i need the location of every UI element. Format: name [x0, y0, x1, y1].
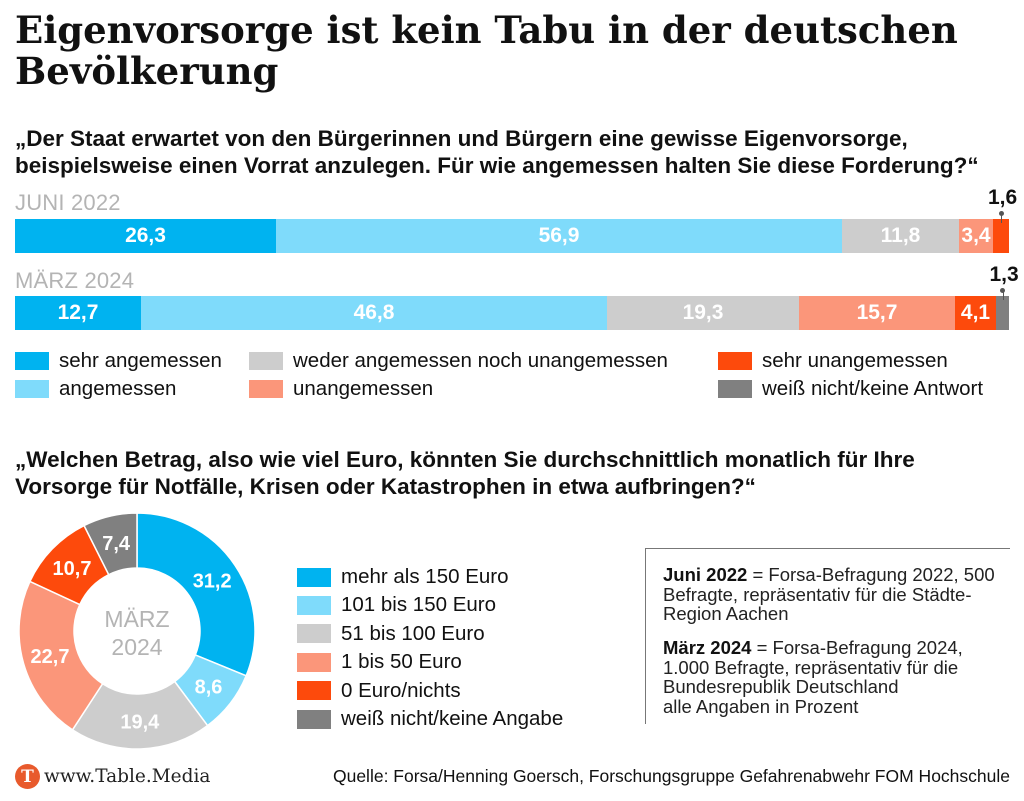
donut-value-label: 10,7 [53, 558, 92, 580]
logo-badge-icon: T [15, 764, 40, 789]
donut-slice [136, 512, 256, 677]
bar-value-label: 15,7 [856, 301, 898, 324]
bar-segment: 15,7 [799, 296, 955, 330]
bar-value-label: 26,3 [125, 224, 166, 247]
donut-value-label: 31,2 [193, 571, 232, 593]
period-label-2024: MÄRZ 2024 [15, 268, 135, 293]
legend-swatch [297, 709, 331, 729]
legend-label: weiß nicht/keine Antwort [762, 377, 984, 400]
legend-label: unangemessen [293, 377, 434, 400]
legend-label: sehr angemessen [59, 349, 222, 372]
bar-segment: 46,8 [141, 296, 607, 330]
bar-value-label-outside: 1,3 [989, 263, 1019, 286]
legend-item: sehr angemessen [15, 349, 222, 373]
donut-legend-item: mehr als 150 Euro [297, 565, 509, 589]
bar-segment: 12,7 [15, 296, 141, 330]
legend-swatch [297, 567, 331, 587]
bar-segment: 3,4 [959, 219, 993, 253]
bar-value-label: 11,8 [880, 224, 921, 247]
bar-segment: 19,3 [607, 296, 799, 330]
note-2024-key: März 2024 [663, 637, 752, 658]
legend-label: sehr unangemessen [762, 349, 948, 372]
note-unit: alle Angaben in Prozent [663, 695, 859, 717]
legend-label: mehr als 150 Euro [341, 565, 509, 588]
donut-legend-item: 101 bis 150 Euro [297, 593, 496, 617]
note-2024: März 2024 = Forsa-Befragung 2024, 1.000 … [663, 638, 1013, 716]
bar-segment [996, 296, 1009, 330]
donut-center-label: MÄRZ [104, 606, 169, 632]
donut-slice [18, 580, 104, 731]
legend-swatch [249, 352, 283, 370]
note-2024-text: = Forsa-Befragung 2024, 1.000 Befragte, … [663, 637, 963, 697]
donut-legend-item: weiß nicht/keine Angabe [297, 707, 563, 731]
donut-value-label: 7,4 [102, 533, 131, 555]
leader-line [1002, 290, 1004, 300]
bar-value-label: 19,3 [682, 301, 724, 324]
legend-label: 0 Euro/nichts [341, 678, 461, 702]
leader-line [1001, 213, 1002, 223]
question-2: „Welchen Betrag, also wie viel Euro, kön… [15, 447, 915, 499]
donut-legend-item: 51 bis 100 Euro [297, 622, 485, 646]
donut-value-label: 19,4 [120, 711, 160, 733]
donut-chart: 31,2 8,6 19,4 22,7 10,7 7,4 MÄRZ 2024 [14, 508, 260, 754]
legend-swatch [249, 380, 283, 398]
bar-value-label: 12,7 [57, 301, 99, 324]
bar-segment: 4,1 [955, 296, 996, 330]
legend-swatch [297, 595, 331, 615]
legend-label: weiß nicht/keine Angabe [341, 707, 564, 730]
stacked-bar-2024: 12,7 46,8 19,3 15,7 4,1 [15, 296, 1009, 330]
legend-label: angemessen [59, 377, 177, 400]
bar-value-label: 56,9 [538, 224, 580, 247]
legend-swatch [297, 652, 331, 672]
note-2022-key: Juni 2022 [663, 564, 748, 585]
legend-swatch [718, 380, 752, 398]
donut-legend-item: 1 bis 50 Euro [297, 650, 462, 674]
bar-value-label: 4,1 [960, 301, 991, 324]
bar-segment: 56,9 [276, 219, 842, 253]
legend-swatch [15, 380, 49, 398]
source-note: Quelle: Forsa/Henning Goersch, Forschung… [332, 766, 1010, 786]
page-title: Eigenvorsorge ist kein Tabu in der deuts… [15, 8, 958, 93]
donut-value-label: 8,6 [195, 676, 223, 698]
legend-label: 51 bis 100 Euro [341, 621, 485, 645]
legend-swatch [297, 681, 331, 701]
bar-value-label-outside: 1,6 [988, 186, 1018, 209]
legend-swatch [718, 352, 752, 370]
legend-item: weder angemessen noch unangemessen [249, 349, 668, 373]
bar-value-label: 46,8 [353, 301, 395, 324]
note-2022-text: = Forsa-Befragung 2022, 500 Befragte, re… [663, 564, 995, 624]
bar-segment: 26,3 [15, 219, 276, 253]
donut-slice [83, 512, 138, 576]
legend-item: unangemessen [249, 377, 433, 401]
legend-item: weiß nicht/keine Antwort [718, 377, 983, 401]
question-1: „Der Staat erwartet von den Bürgerinnen … [15, 126, 979, 178]
stacked-bar-2022: 26,3 56,9 11,8 3,4 [15, 219, 1009, 253]
legend-swatch [15, 352, 49, 370]
legend-item: sehr unangemessen [718, 349, 948, 373]
note-2022: Juni 2022 = Forsa-Befragung 2022, 500 Be… [663, 565, 1013, 624]
donut-center-label: 2024 [111, 634, 162, 660]
bar-value-label: 3,4 [961, 224, 991, 247]
legend-label: 101 bis 150 Euro [341, 593, 497, 617]
legend-swatch [297, 624, 331, 644]
logo-text: www.Table.Media [44, 766, 211, 787]
donut-value-label: 22,7 [31, 646, 70, 668]
table-media-logo[interactable]: T www.Table.Media [15, 764, 210, 789]
period-label-2022: JUNI 2022 [15, 190, 121, 215]
notes-box: Juni 2022 = Forsa-Befragung 2022, 500 Be… [645, 548, 1015, 724]
legend-label: 1 bis 50 Euro [341, 650, 462, 674]
legend-label: weder angemessen noch unangemessen [293, 349, 668, 372]
bar-segment [993, 219, 1009, 253]
bar-legend: sehr angemessen angemessen weder angemesse… [15, 349, 1015, 409]
donut-legend-item: 0 Euro/nichts [297, 679, 461, 703]
legend-item: angemessen [15, 377, 176, 401]
bar-segment: 11,8 [842, 219, 959, 253]
